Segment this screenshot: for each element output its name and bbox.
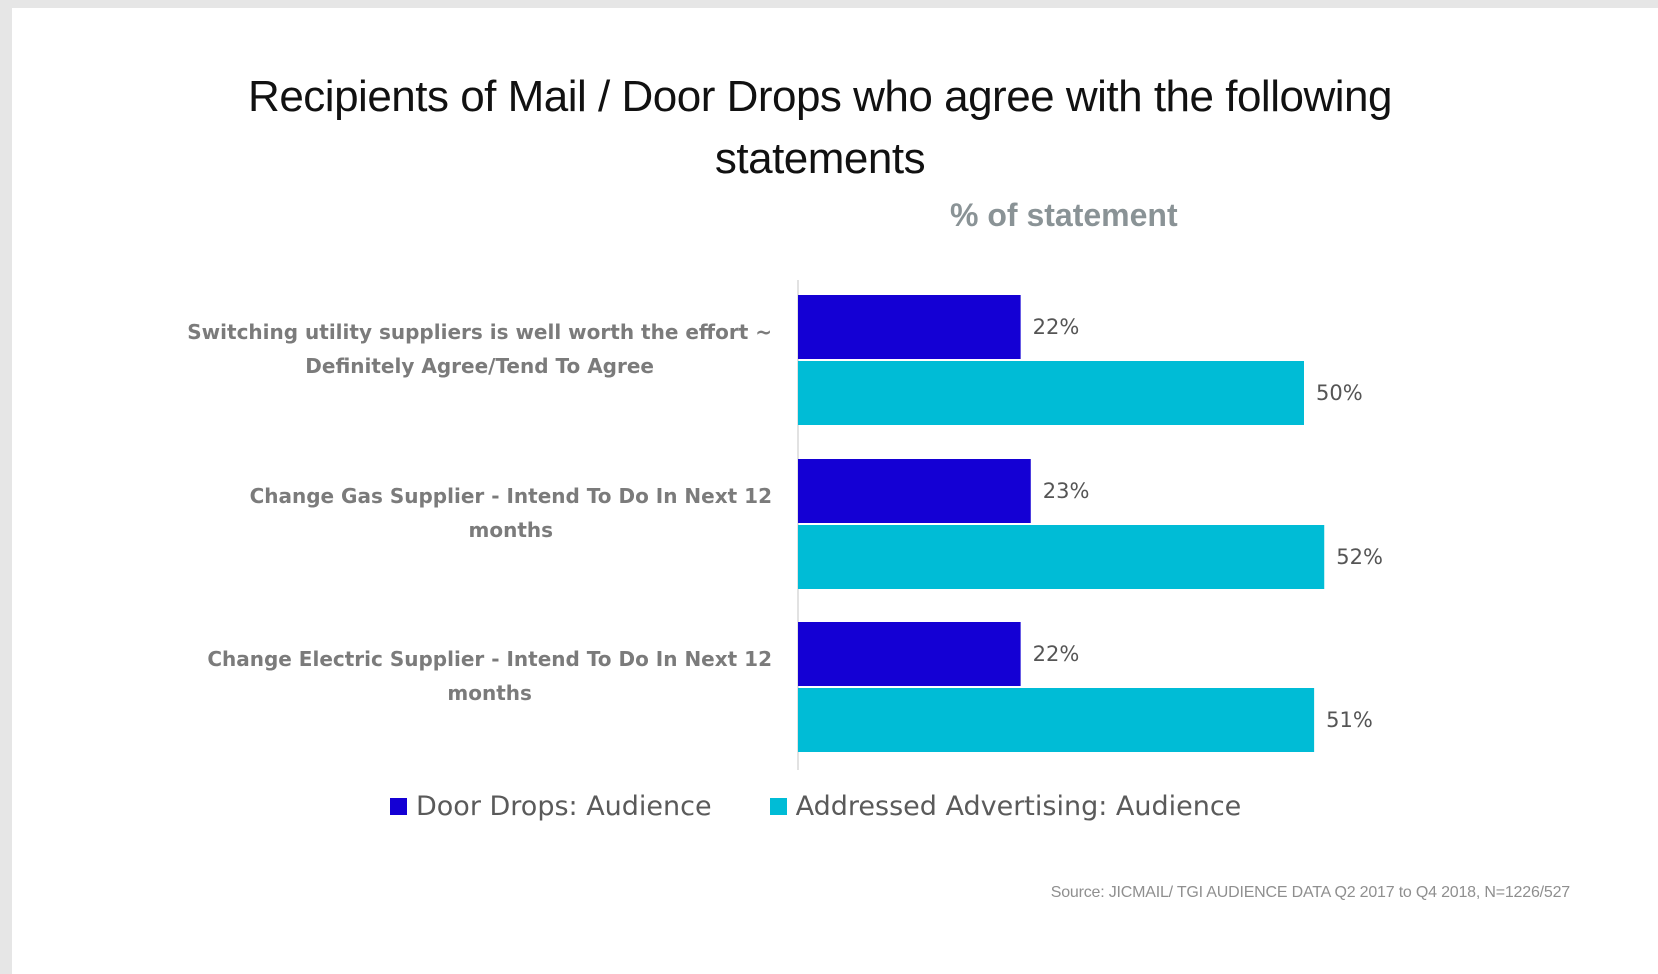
- legend-swatch-addressed-advertising: [769, 797, 787, 815]
- legend-label-addressed-advertising: Addressed Advertising: Audience: [795, 790, 1242, 822]
- bar-door-drops: [798, 295, 1021, 359]
- data-label: 52%: [1336, 545, 1383, 569]
- bar-door-drops: [798, 622, 1021, 686]
- category-label: months: [447, 681, 532, 705]
- category-label: Change Gas Supplier - Intend To Do In Ne…: [250, 484, 772, 508]
- legend: Door Drops: Audience Addressed Advertisi…: [390, 786, 1299, 826]
- data-label: 22%: [1033, 642, 1080, 666]
- category-label: months: [469, 518, 554, 542]
- chart-subtitle: % of statement: [950, 197, 1178, 233]
- bar-addressed-advertising: [798, 525, 1325, 589]
- category-label: Switching utility suppliers is well wort…: [187, 320, 772, 344]
- bar-addressed-advertising: [798, 361, 1304, 425]
- legend-item-addressed-advertising: Addressed Advertising: Audience: [769, 790, 1242, 822]
- category-label: Definitely Agree/Tend To Agree: [305, 354, 654, 378]
- data-label: 51%: [1326, 708, 1373, 732]
- source-note: Source: JICMAIL/ TGI AUDIENCE DATA Q2 20…: [1050, 884, 1570, 901]
- data-label: 23%: [1043, 479, 1090, 503]
- legend-swatch-door-drops: [390, 797, 407, 815]
- legend-item-door-drops: Door Drops: Audience: [390, 791, 712, 822]
- data-label: 50%: [1316, 381, 1363, 405]
- chart-title: Recipients of Mail / Door Drops who agre…: [248, 72, 1392, 183]
- legend-label-door-drops: Door Drops: Audience: [416, 790, 712, 822]
- bar-door-drops: [798, 459, 1031, 523]
- bar-addressed-advertising: [798, 688, 1315, 752]
- category-label: Change Electric Supplier - Intend To Do …: [207, 647, 772, 671]
- data-label: 22%: [1033, 315, 1080, 339]
